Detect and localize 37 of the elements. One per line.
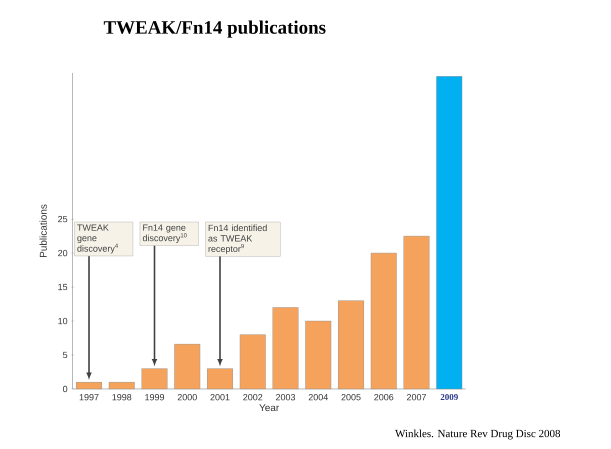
x-tick-label: 2007 bbox=[406, 394, 426, 400]
bar bbox=[338, 300, 364, 390]
bar bbox=[404, 236, 430, 390]
y-axis-title: Publications bbox=[39, 204, 47, 258]
bar bbox=[142, 368, 168, 390]
bar bbox=[240, 334, 266, 390]
y-tick-label: 10 bbox=[58, 318, 68, 324]
y-tick-label: 25 bbox=[58, 216, 68, 222]
bar bbox=[207, 368, 233, 390]
x-tick-label: 2009 bbox=[440, 394, 458, 400]
annotation: Fn14 gene discovery$^{10}$ bbox=[142, 224, 187, 243]
bar bbox=[174, 344, 200, 390]
x-tick-label: 2002 bbox=[243, 394, 262, 400]
bar bbox=[108, 382, 135, 390]
bar bbox=[76, 382, 102, 390]
x-tick-label: 2005 bbox=[341, 394, 361, 400]
annotation: Fn14 identified as TWEAK receptor$^{9}$ bbox=[208, 224, 267, 254]
x-tick-label: 1999 bbox=[145, 394, 164, 400]
x-tick-label: 1998 bbox=[112, 394, 132, 400]
text: Winkles. Nature Rev Drug Disc 2008 bbox=[395, 430, 560, 440]
bar bbox=[272, 307, 298, 390]
x-tick-label: 2001 bbox=[210, 394, 230, 400]
annotation: TWEAK gene discovery$^{4}$ bbox=[77, 224, 118, 254]
bar bbox=[436, 76, 462, 390]
y-tick-label: 5 bbox=[62, 352, 68, 358]
y-tick-label: 20 bbox=[58, 250, 68, 256]
x-axis-title: Year bbox=[259, 404, 280, 412]
chart-title: TWEAK/Fn14 publications bbox=[104, 20, 326, 38]
x-tick-label: 2004 bbox=[308, 394, 328, 400]
x-tick-label: 1997 bbox=[80, 394, 99, 400]
bar bbox=[305, 320, 332, 390]
x-tick-label: 2000 bbox=[178, 394, 197, 400]
x-tick-label: 2006 bbox=[374, 394, 394, 400]
y-tick-label: 0 bbox=[62, 386, 68, 392]
bar bbox=[370, 252, 397, 390]
x-tick-label: 2003 bbox=[276, 394, 296, 400]
y-tick-label: 15 bbox=[58, 284, 68, 290]
